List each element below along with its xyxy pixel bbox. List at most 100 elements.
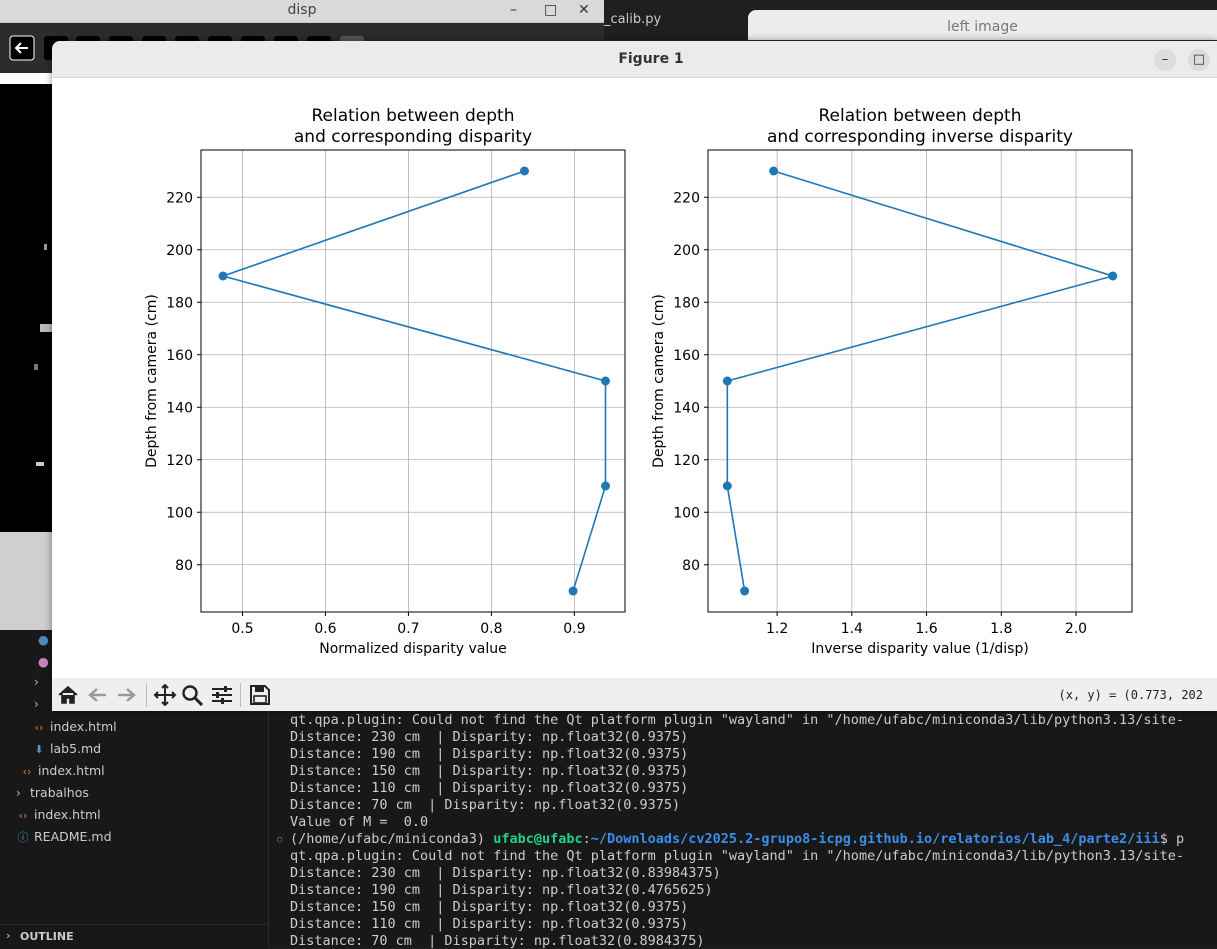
terminal-line: Distance: 230 cm | Disparity: np.float32… [290, 729, 689, 745]
chart-title: Relation between depth [818, 106, 1021, 126]
data-point [740, 586, 750, 596]
pan-icon[interactable] [153, 684, 177, 706]
x-tick-label: 0.6 [314, 621, 336, 637]
data-point [722, 376, 732, 386]
terminal-line: Distance: 190 cm | Disparity: np.float32… [290, 882, 713, 898]
x-tick-label: 1.8 [990, 621, 1012, 637]
html-icon: ‹› [18, 809, 28, 822]
y-tick-label: 160 [166, 348, 193, 364]
x-tick-label: 0.8 [480, 621, 502, 637]
y-tick-label: 120 [673, 453, 700, 469]
minimize-icon[interactable]: – [510, 2, 517, 18]
save-icon[interactable] [248, 684, 272, 706]
configure-icon[interactable] [210, 684, 234, 706]
terminal-prompt: (/home/ufabc/miniconda3) ufabc@ufabc:~/D… [290, 831, 1185, 847]
plot-frame [200, 149, 626, 613]
data-point [769, 166, 779, 176]
figure-canvas[interactable]: 0.5 0.6 0.7 0.8 0.9 80 100 120 140 160 180 200 220 Re… [52, 78, 1217, 678]
terminal-line: Distance: 150 cm | Disparity: np.float32… [290, 899, 689, 915]
terminal-line: qt.qpa.plugin: Could not find the Qt pla… [290, 712, 1185, 728]
chart-title: and corresponding inverse disparity [767, 127, 1073, 147]
x-axis-label: Normalized disparity value [319, 641, 507, 657]
plot-frame [707, 149, 1133, 613]
figure-window: Figure 1 – □ 0.5 0.6 0.7 0.8 0.9 80 100 120 140 1… [52, 41, 1217, 711]
markdown-icon: ⬇ [34, 743, 44, 756]
info-icon: ⓘ [17, 831, 29, 844]
chart-2: 1.2 1.4 1.6 1.8 2.0 80 100 120 140 160 180 200 220 Re… [651, 106, 1133, 657]
chevron-right-icon: › [6, 929, 11, 942]
editor-tab[interactable]: _calib.py [604, 12, 662, 27]
minimize-button[interactable]: – [1154, 49, 1176, 71]
data-point [601, 376, 611, 386]
terminal-line: Distance: 70 cm | Disparity: np.float32(… [290, 797, 681, 813]
left-image-titlebar[interactable]: left image [748, 10, 1217, 40]
html-icon: ‹› [22, 765, 32, 778]
chevron-right-icon: › [16, 786, 21, 800]
series-line [726, 170, 1116, 592]
chart-1: 0.5 0.6 0.7 0.8 0.9 80 100 120 140 160 180 200 220 Re… [144, 106, 626, 657]
terminal-panel[interactable]: qt.qpa.plugin: Could not find the Qt pla… [269, 710, 1217, 948]
y-tick-label: 200 [673, 243, 700, 259]
disp-titlebar[interactable]: disp – □ ✕ [0, 0, 604, 23]
y-tick-label: 100 [673, 505, 700, 521]
terminal-line: Distance: 70 cm | Disparity: np.float32(… [290, 933, 705, 948]
x-tick-label: 2.0 [1065, 621, 1087, 637]
command-status-icon[interactable]: ○ [277, 835, 283, 845]
x-tick-label: 0.7 [397, 621, 419, 637]
maximize-button[interactable]: □ [1188, 49, 1210, 71]
terminal-line: Distance: 110 cm | Disparity: np.float32… [290, 916, 689, 932]
forward-icon[interactable] [114, 684, 138, 706]
sidebar-item-index-html[interactable]: ‹› index.html [32, 719, 117, 734]
sidebar-item-readme[interactable]: ⓘ README.md [17, 829, 112, 844]
data-point [601, 481, 611, 491]
toolbar-divider [240, 683, 241, 707]
disp-window-title: disp [287, 2, 317, 18]
figure-titlebar[interactable]: Figure 1 – □ [52, 41, 1217, 78]
y-tick-label: 80 [175, 558, 193, 574]
sidebar-item-lab5-md[interactable]: ⬇ lab5.md [32, 741, 101, 756]
x-tick-label: 0.9 [563, 621, 585, 637]
y-tick-label: 140 [673, 400, 700, 416]
y-tick-label: 200 [166, 243, 193, 259]
y-axis-label: Depth from camera (cm) [651, 294, 667, 468]
terminal-line: qt.qpa.plugin: Could not find the Qt pla… [290, 848, 1185, 864]
home-icon[interactable] [56, 684, 80, 706]
terminal-line: Distance: 230 cm | Disparity: np.float32… [290, 865, 721, 881]
record-icon[interactable]: ● [38, 654, 49, 669]
sidebar-item-index-html-3[interactable]: ‹› index.html [16, 807, 101, 822]
data-point [568, 586, 578, 596]
chart-title: Relation between depth [311, 106, 514, 126]
x-tick-label: 1.2 [766, 621, 788, 637]
data-point [218, 271, 228, 281]
cursor-coordinates: (x, y) = (0.773, 202 [1058, 688, 1204, 702]
data-point [519, 166, 529, 176]
x-tick-label: 1.4 [841, 621, 863, 637]
outline-section[interactable]: › OUTLINE [0, 924, 268, 949]
chart-title: and corresponding disparity [294, 127, 532, 147]
data-point [722, 481, 732, 491]
back-icon[interactable] [86, 684, 110, 706]
y-tick-label: 140 [166, 400, 193, 416]
chevron-right-icon[interactable]: › [34, 675, 39, 689]
y-axis-label: Depth from camera (cm) [144, 294, 160, 468]
y-tick-label: 100 [166, 505, 193, 521]
terminal-line: Value of M = 0.0 [290, 814, 429, 830]
x-tick-label: 1.6 [915, 621, 937, 637]
y-tick-label: 180 [673, 295, 700, 311]
html-icon: ‹› [34, 721, 44, 734]
sidebar-item-index-html-2[interactable]: ‹› index.html [20, 763, 105, 778]
terminal-line: Distance: 110 cm | Disparity: np.float32… [290, 780, 689, 796]
y-tick-label: 120 [166, 453, 193, 469]
close-icon[interactable]: ✕ [578, 2, 590, 18]
data-point [1108, 271, 1118, 281]
python-file-icon[interactable]: ● [38, 632, 49, 647]
y-tick-label: 160 [673, 348, 700, 364]
zoom-icon[interactable] [181, 684, 205, 706]
terminal-line: Distance: 190 cm | Disparity: np.float32… [290, 746, 689, 762]
y-tick-label: 180 [166, 295, 193, 311]
chevron-right-icon[interactable]: › [34, 697, 39, 711]
sidebar-item-trabalhos[interactable]: › trabalhos [16, 785, 89, 800]
maximize-icon[interactable]: □ [544, 2, 558, 18]
x-tick-label: 0.5 [231, 621, 253, 637]
y-tick-label: 80 [682, 558, 700, 574]
